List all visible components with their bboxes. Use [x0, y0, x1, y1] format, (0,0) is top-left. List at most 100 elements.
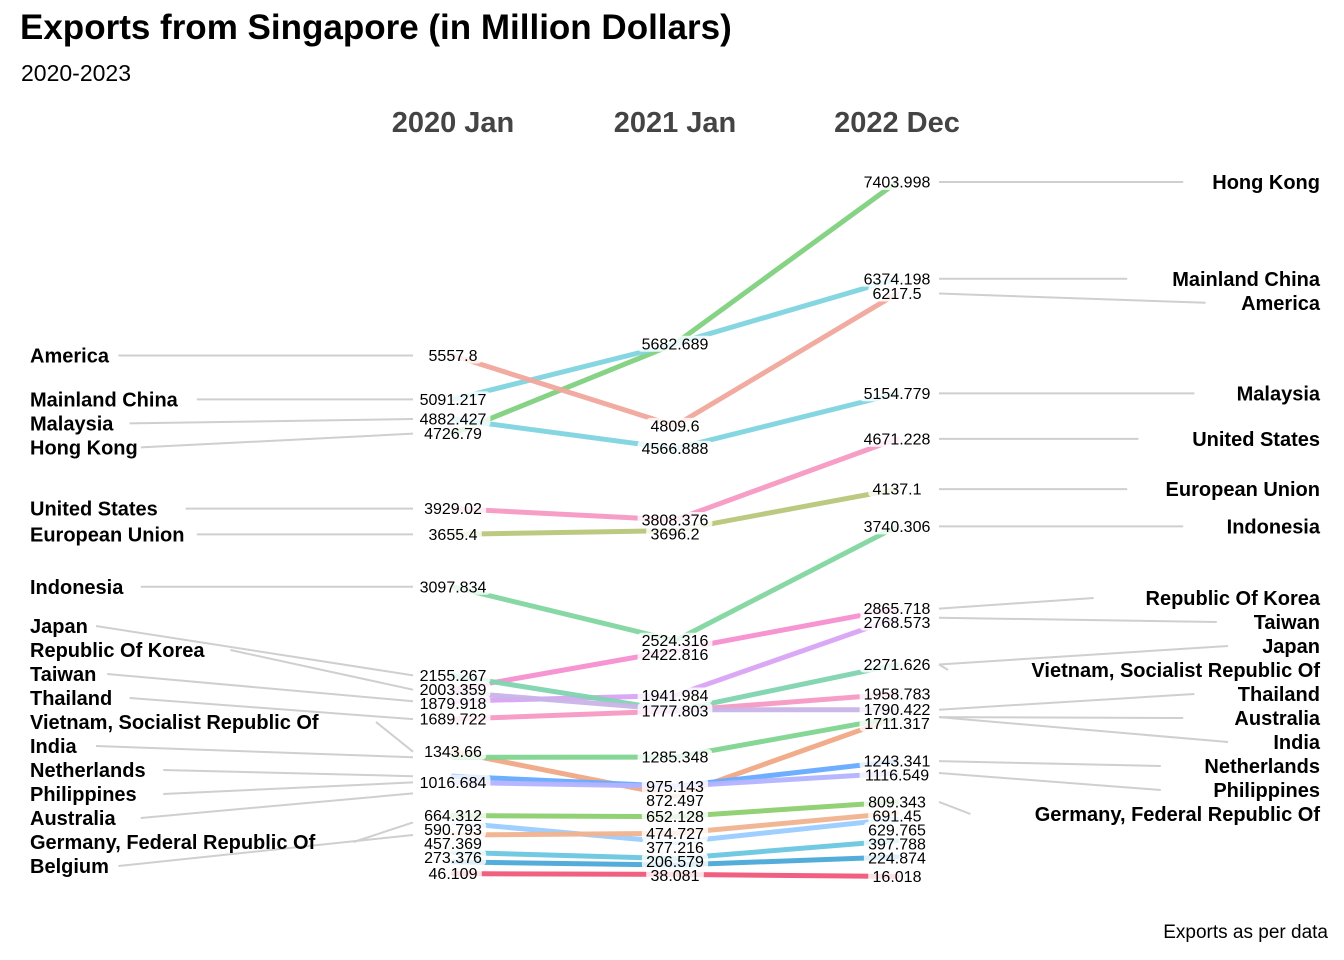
series-segment: [450, 528, 678, 537]
left-name-label: Netherlands: [30, 760, 146, 782]
left-connector: [107, 673, 414, 703]
value-label: 2271.626: [864, 657, 931, 674]
value-label: 1941.984: [642, 688, 709, 705]
column-header: 2022 Dec: [834, 107, 960, 139]
value-label: 397.788: [868, 836, 926, 853]
series-segment: [672, 816, 900, 846]
left-connector: [375, 721, 414, 753]
left-name-label: Philippines: [30, 784, 137, 806]
value-label-bg: [859, 174, 935, 190]
left-connector: [129, 418, 414, 425]
right-connector: [938, 645, 1229, 666]
right-name-label: Netherlands: [1204, 756, 1320, 778]
right-name-label: Australia: [1234, 708, 1320, 730]
right-connector: [938, 292, 1206, 304]
right-name-label: Indonesia: [1227, 516, 1321, 538]
value-label: 1285.348: [642, 750, 709, 767]
value-label: 3696.2: [651, 527, 700, 544]
right-connector: [938, 716, 1229, 743]
chart-title: Exports from Singapore (in Million Dolla…: [20, 8, 732, 47]
value-label-bg: [859, 600, 935, 617]
value-label: 7403.998: [864, 175, 931, 192]
value-label: 4809.6: [651, 418, 700, 435]
left-name-label: Mainland China: [30, 389, 179, 411]
right-name-label: Thailand: [1238, 684, 1320, 706]
left-name-label: Thailand: [30, 688, 112, 710]
right-name-label: Republic Of Korea: [1146, 588, 1321, 610]
value-label: 590.793: [424, 822, 482, 839]
right-connector: [938, 663, 949, 671]
series-segment: [450, 341, 678, 402]
value-label: 1879.918: [420, 696, 487, 713]
value-label-bg: [859, 614, 935, 631]
value-label-bg: [415, 711, 491, 728]
value-label-bg: [859, 385, 935, 402]
value-label-bg: [641, 792, 709, 809]
value-label-bg: [641, 825, 709, 842]
series-segment: [450, 859, 678, 868]
value-label: 2155.267: [420, 668, 487, 685]
value-label: 664.312: [424, 808, 482, 825]
series-segment: [672, 838, 900, 862]
left-connector: [230, 649, 414, 691]
value-label: 2422.816: [642, 647, 709, 664]
value-label-bg: [637, 646, 713, 663]
value-label-bg: [863, 835, 931, 852]
value-label-bg: [863, 793, 931, 810]
value-label-bg: [419, 849, 487, 866]
value-label: 38.081: [651, 868, 700, 885]
value-label: 3929.02: [424, 501, 482, 518]
value-label-bg: [637, 335, 713, 352]
value-label: 2865.718: [864, 601, 931, 618]
left-connector: [163, 769, 414, 778]
series-segment: [672, 523, 900, 644]
value-label: 4137.1: [873, 482, 922, 499]
value-label-bg: [419, 500, 487, 517]
right-name-label: Malaysia: [1237, 383, 1321, 405]
value-label-bg: [424, 347, 482, 364]
value-label-bg: [419, 743, 487, 760]
left-name-label: Malaysia: [30, 413, 114, 435]
value-label: 16.018: [873, 869, 922, 886]
left-name-label: Vietnam, Socialist Republic Of: [30, 712, 319, 734]
left-connector: [129, 697, 414, 721]
left-name-label: Hong Kong: [30, 437, 138, 459]
value-label: 1243.341: [864, 754, 931, 771]
value-label-bg: [859, 518, 935, 535]
series-segment: [672, 436, 900, 523]
left-name-label: America: [30, 346, 110, 368]
value-label: 629.765: [868, 822, 926, 839]
left-name-label: European Union: [30, 524, 184, 546]
value-label: 2524.316: [642, 633, 709, 650]
value-label-bg: [415, 695, 491, 712]
series-segment: [450, 584, 678, 644]
value-label: 6374.198: [864, 271, 931, 288]
value-label-bg: [859, 767, 935, 784]
series-segment: [450, 849, 678, 862]
series-segment: [672, 276, 900, 347]
value-label: 46.109: [429, 866, 478, 883]
left-name-label: Germany, Federal Republic Of: [30, 832, 316, 854]
value-label: 1016.684: [420, 775, 487, 792]
value-label-bg: [859, 430, 935, 447]
value-label: 5091.217: [420, 392, 487, 409]
left-connector: [163, 781, 414, 795]
value-label-bg: [868, 868, 926, 885]
value-label: 4671.228: [864, 431, 931, 448]
value-label-bg: [637, 702, 713, 719]
value-label: 1116.549: [865, 768, 929, 785]
value-label: 3740.306: [864, 519, 931, 536]
value-label-bg: [868, 481, 926, 498]
value-label: 3808.376: [642, 513, 709, 530]
value-label-bg: [415, 667, 491, 684]
value-label-bg: [419, 835, 487, 852]
series-segment: [672, 871, 900, 879]
value-label-bg: [859, 685, 935, 702]
value-label-bg: [424, 526, 482, 543]
right-name-label: Mainland China: [1172, 269, 1321, 291]
left-connector: [95, 745, 414, 759]
column-header: 2021 Jan: [614, 107, 737, 139]
left-name-label: Taiwan: [30, 664, 96, 686]
